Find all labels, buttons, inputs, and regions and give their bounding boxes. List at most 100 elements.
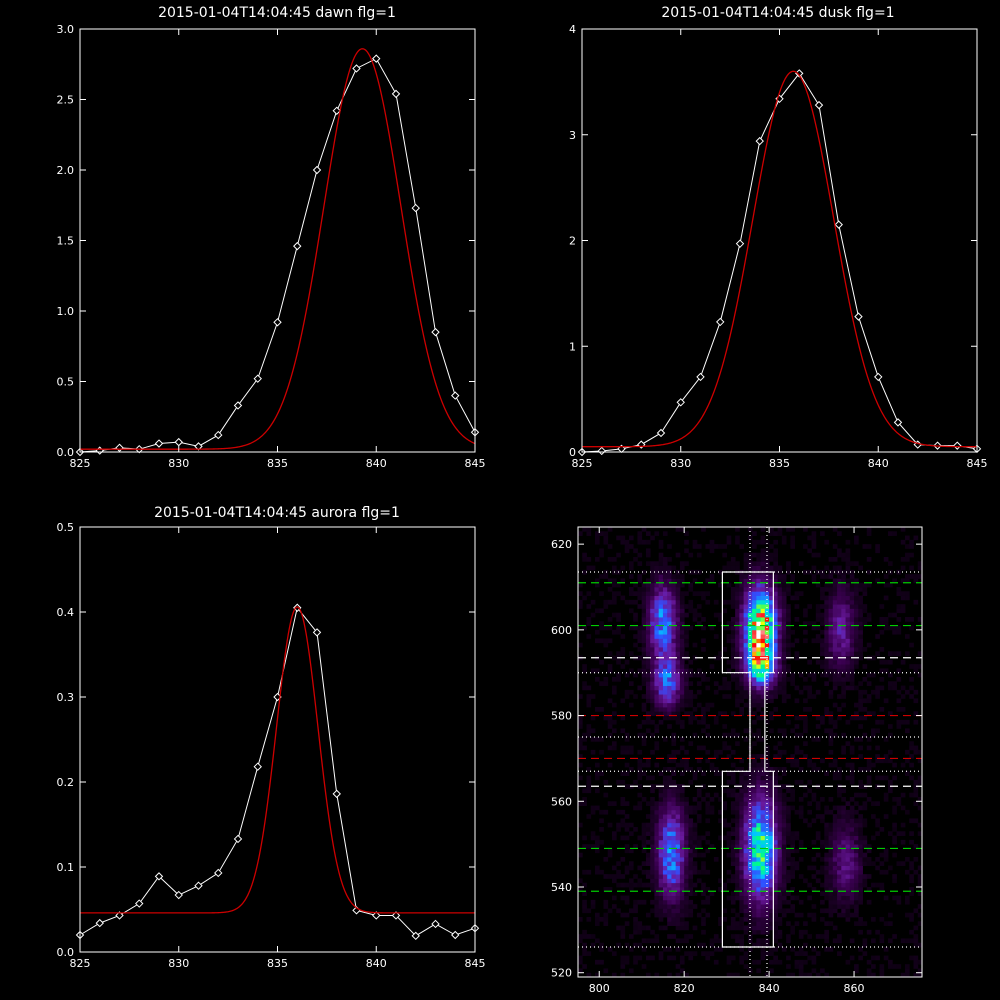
heatmap-cell [862, 878, 868, 884]
heatmap-cell [684, 689, 689, 695]
heatmap-cell [586, 685, 592, 691]
heatmap-cell [684, 891, 689, 896]
heatmap-cell [892, 964, 897, 969]
heatmap-cell [879, 604, 885, 609]
heatmap-cell [726, 844, 732, 849]
heatmap-cell [671, 685, 677, 691]
heatmap-cell [667, 617, 672, 622]
heatmap-cell [790, 831, 795, 836]
heatmap-cell [654, 629, 660, 635]
heatmap-cell [607, 578, 613, 584]
heatmap-cell [658, 557, 664, 562]
heatmap-cell [747, 844, 753, 849]
heatmap-cell [739, 878, 745, 884]
heatmap-cell [900, 604, 906, 609]
heatmap-cell [905, 578, 910, 584]
heatmap-cell [760, 908, 766, 914]
heatmap-cell [582, 625, 587, 631]
heatmap-cell [862, 604, 868, 609]
heatmap-cell [913, 698, 919, 704]
heatmap-cell [692, 822, 698, 828]
heatmap-cell [837, 887, 842, 892]
heatmap-cell [879, 869, 885, 875]
heatmap-cell [684, 625, 689, 631]
heatmap-cell [628, 947, 634, 952]
heatmap-cell [858, 604, 863, 609]
heatmap-cell [875, 745, 880, 751]
heatmap-cell [837, 891, 842, 896]
heatmap-cell [811, 865, 817, 871]
heatmap-cell [879, 659, 885, 665]
heatmap-cell [607, 719, 613, 725]
heatmap-cell [688, 599, 694, 605]
heatmap-cell [624, 771, 630, 776]
heatmap-cell [688, 934, 694, 939]
heatmap-cell [781, 844, 787, 849]
heatmap-cell [671, 621, 677, 626]
heatmap-cell [658, 797, 664, 802]
heatmap-cell [824, 659, 829, 665]
heatmap-cell [786, 822, 791, 828]
heatmap-cell [769, 865, 774, 871]
heatmap-cell [684, 681, 689, 686]
heatmap-cell [637, 767, 643, 772]
heatmap-cell [599, 839, 604, 845]
heatmap-cell [888, 531, 893, 536]
heatmap-cell [909, 741, 914, 746]
heatmap-cell [633, 955, 638, 961]
heatmap-cell [858, 891, 863, 896]
heatmap-cell [675, 912, 681, 918]
heatmap-cell [875, 801, 880, 806]
heatmap-cell [773, 839, 779, 845]
heatmap-cell [815, 638, 821, 644]
heatmap-cell [811, 917, 817, 922]
heatmap-cell [590, 835, 596, 841]
heatmap-cell [611, 874, 617, 879]
heatmap-cell [760, 604, 766, 609]
heatmap-cell [824, 831, 829, 836]
heatmap-cell [594, 539, 600, 545]
heatmap-cell [684, 972, 689, 978]
heatmap-cell [849, 599, 855, 605]
heatmap-cell [832, 642, 838, 648]
heatmap-cell [900, 707, 906, 712]
heatmap-cell [730, 659, 736, 665]
heatmap-cell [590, 942, 596, 948]
heatmap-cell [786, 719, 791, 725]
heatmap-cell [637, 921, 643, 926]
heatmap-cell [845, 655, 851, 661]
heatmap-cell [781, 681, 787, 686]
heatmap-cell [658, 827, 664, 832]
heatmap-cell [790, 929, 795, 935]
heatmap-cell [624, 959, 630, 965]
heatmap-cell [726, 955, 732, 961]
heatmap-cell [735, 681, 740, 686]
heatmap-cell [679, 848, 685, 854]
heatmap-cell [586, 531, 592, 536]
heatmap-cell [832, 634, 838, 639]
heatmap-cell [828, 668, 834, 674]
heatmap-cell [841, 629, 846, 635]
heatmap-cell [828, 908, 834, 914]
heatmap-cell [875, 634, 880, 639]
heatmap-cell [862, 647, 868, 652]
heatmap-cell [811, 797, 817, 802]
heatmap-cell [781, 655, 787, 661]
heatmap-cell [756, 617, 762, 622]
heatmap-cell [662, 814, 668, 819]
heatmap-cell [837, 934, 842, 939]
heatmap-cell [582, 557, 587, 562]
heatmap-cell [883, 797, 889, 802]
heatmap-cell [658, 617, 664, 622]
heatmap-cell [824, 947, 829, 952]
heatmap-cell [917, 972, 923, 978]
heatmap-cell [684, 882, 689, 888]
heatmap-cell [650, 604, 655, 609]
heatmap-cell [781, 638, 787, 644]
heatmap-cell [752, 531, 757, 536]
heatmap-cell [832, 899, 838, 905]
heatmap-cell [739, 809, 745, 815]
heatmap-cell [747, 642, 753, 648]
heatmap-cell [671, 891, 677, 896]
heatmap-cell [875, 775, 880, 781]
